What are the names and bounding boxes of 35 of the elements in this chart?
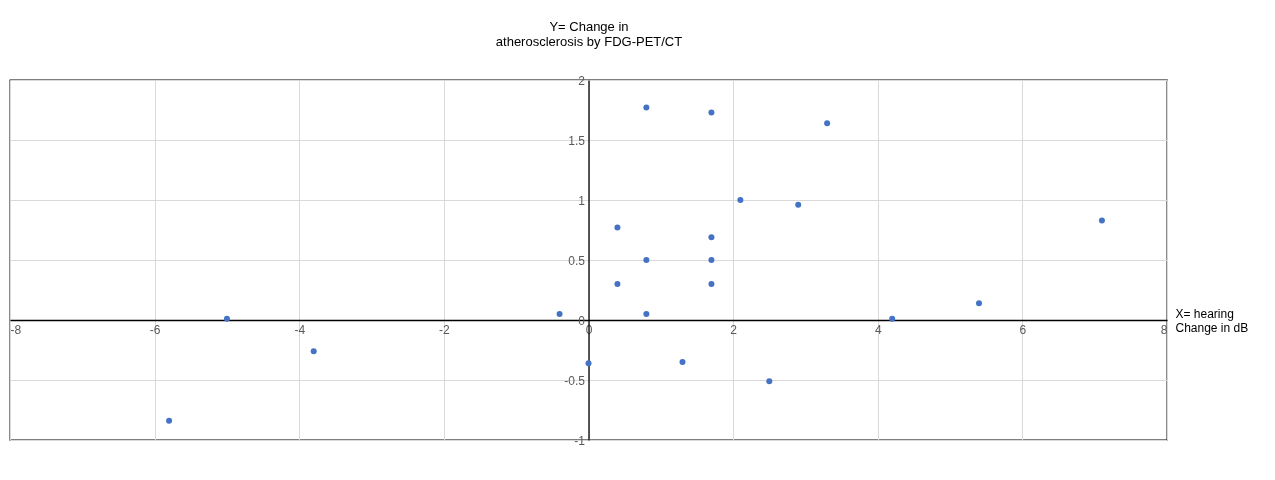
point: [1098, 217, 1105, 224]
point: [643, 104, 650, 111]
point: [708, 234, 715, 241]
point: [975, 300, 982, 307]
x-tick-label: 2: [730, 322, 738, 337]
point: [614, 224, 621, 231]
y-tick-label: 0.5: [568, 253, 586, 268]
point: [679, 359, 686, 365]
x-tick-label: -2: [439, 322, 451, 337]
point: [614, 281, 621, 287]
point: [795, 201, 802, 208]
point: [708, 257, 715, 263]
y-tick-label: -0.5: [564, 373, 586, 388]
point: [643, 311, 650, 317]
point: [708, 281, 715, 287]
point: [310, 348, 317, 355]
y-tick-label: 1.5: [568, 133, 586, 148]
point: [708, 109, 715, 116]
point: [643, 257, 650, 263]
point: [556, 311, 563, 317]
x-tick-label: -6: [149, 322, 161, 337]
point: [585, 360, 592, 367]
x-tick-label: 4: [874, 322, 882, 337]
y-axis-title: Y= Change in atherosclerosis by FDG-PET/CT: [495, 18, 683, 49]
x-axis-title: X= hearing Change in dB: [1175, 306, 1249, 335]
point: [766, 378, 773, 385]
point: [166, 417, 173, 424]
point: [889, 315, 896, 322]
point: [223, 315, 230, 322]
x-tick-label: 6: [1019, 322, 1027, 337]
point: [824, 120, 831, 127]
point: [737, 197, 744, 203]
y-tick-label: 1: [578, 193, 586, 208]
x-tick-label: -4: [294, 322, 306, 337]
x-tick-label: -8: [10, 322, 22, 337]
